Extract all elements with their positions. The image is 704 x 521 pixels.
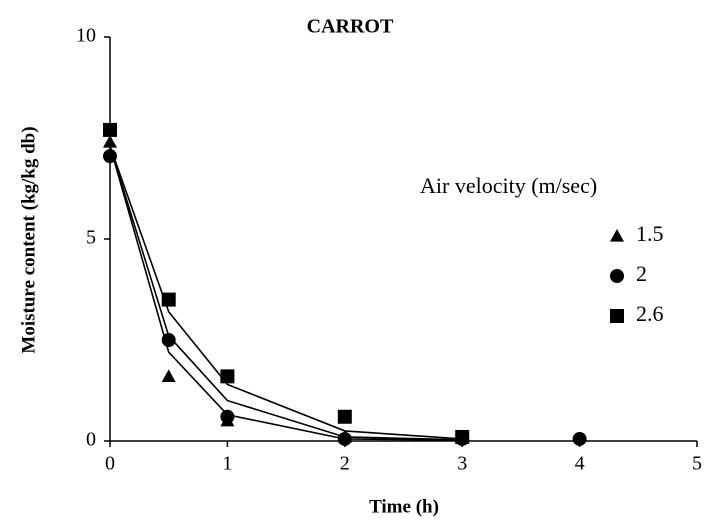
marker-triangle: [610, 229, 624, 242]
marker-circle: [161, 333, 176, 347]
fit-line: [109, 145, 463, 440]
x-tick-label: 4: [575, 453, 585, 475]
marker-square: [610, 309, 624, 323]
legend-title: Air velocity (m/sec): [420, 173, 597, 198]
marker-square: [337, 409, 352, 424]
x-tick-label: 5: [692, 453, 702, 475]
x-tick-label: 3: [457, 453, 467, 475]
x-axis-label: Time (h): [369, 496, 439, 517]
legend-label: 2.6: [636, 301, 664, 326]
fit-line: [109, 145, 463, 441]
marker-circle: [610, 269, 624, 283]
legend-label: 2: [636, 261, 647, 286]
y-tick-label: 5: [86, 227, 96, 249]
marker-triangle: [161, 369, 176, 382]
marker-square: [455, 429, 470, 444]
marker-circle: [572, 431, 587, 446]
x-tick-label: 1: [222, 453, 232, 475]
y-tick-label: 0: [86, 429, 96, 451]
x-tick-label: 2: [340, 453, 350, 475]
y-axis-label: Moisture content (kg/kg db): [18, 126, 39, 353]
marker-square: [103, 122, 117, 137]
legend-label: 1.5: [636, 221, 664, 246]
marker-square: [161, 292, 176, 307]
chart-title: CARROT: [307, 16, 394, 38]
marker-triangle: [103, 135, 117, 148]
marker-circle: [337, 431, 352, 446]
marker-square: [220, 369, 235, 384]
x-tick-label: 0: [105, 453, 115, 475]
marker-circle: [103, 149, 117, 164]
marker-circle: [220, 409, 235, 424]
y-tick-label: 10: [76, 25, 96, 47]
